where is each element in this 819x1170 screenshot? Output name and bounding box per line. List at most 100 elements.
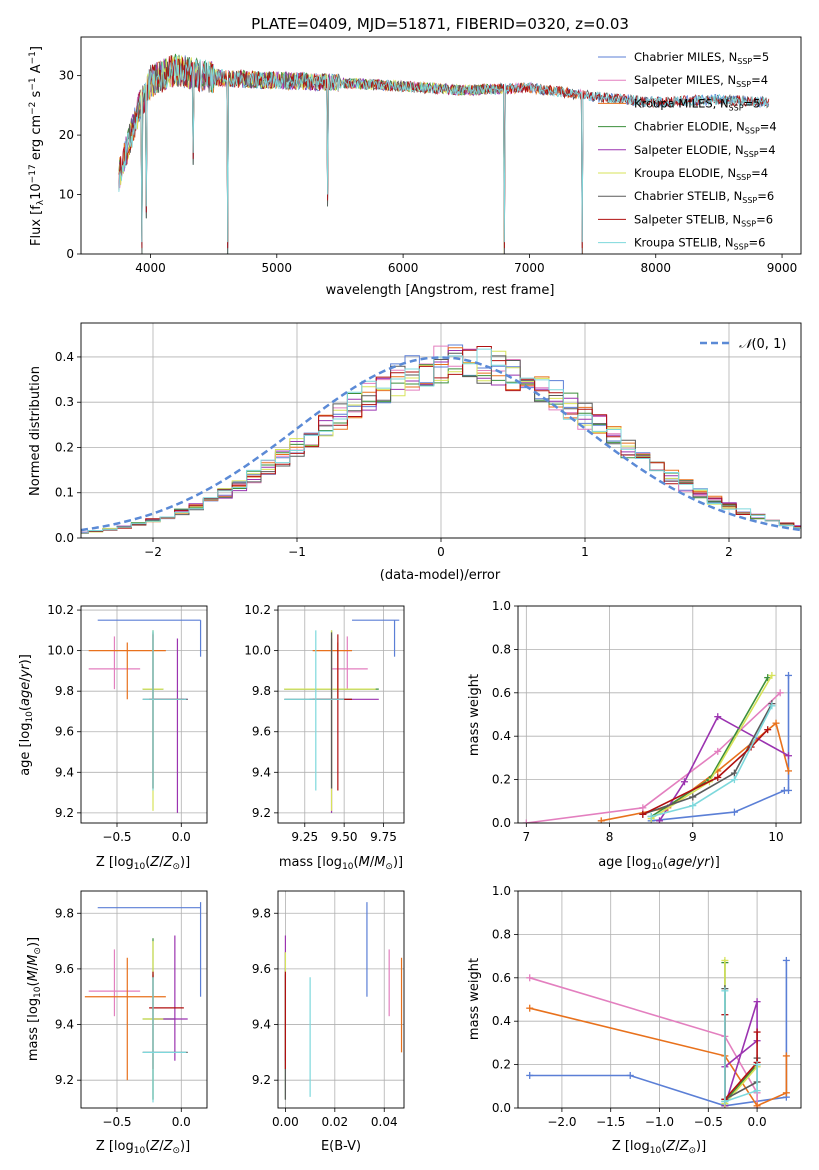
age-vs-mass-xtick-label: 9.75 bbox=[370, 830, 397, 844]
histogram-step bbox=[81, 346, 801, 534]
spectrum-xtick-label: 5000 bbox=[262, 261, 293, 275]
weight-vs-age-xtick-label: 7 bbox=[523, 830, 531, 844]
weight-line bbox=[642, 729, 769, 816]
age-z-xlabel: Z [log10(Z/Z⊙)] bbox=[96, 855, 190, 872]
legend-label-tail: =4 bbox=[751, 73, 768, 87]
age-vs-mass-ytick-label: 9.4 bbox=[252, 765, 271, 779]
weight-vs-Z-xtick-label: −1.5 bbox=[596, 1115, 625, 1129]
legend-label-main: Salpeter MILES, N bbox=[634, 73, 736, 87]
residuals-xtick-label: −1 bbox=[288, 545, 306, 559]
age-vs-Z-ytick-label: 9.2 bbox=[55, 806, 74, 820]
weight-vs-Z-ytick-label: 0.8 bbox=[492, 927, 511, 941]
weight-vs-age-frame bbox=[517, 605, 802, 824]
weight-line bbox=[650, 705, 773, 818]
normal-legend-label: 𝒩(0, 1) bbox=[739, 337, 786, 352]
weight-vs-Z-marks bbox=[526, 956, 790, 1108]
weight-vs-Z-ytick-label: 0.0 bbox=[492, 1101, 511, 1115]
histogram-step bbox=[81, 349, 801, 533]
weight-vs-age-ytick-label: 0.6 bbox=[492, 686, 511, 700]
histogram-step bbox=[81, 348, 801, 534]
weight-vs-Z-frame bbox=[517, 890, 802, 1109]
mass-vs-Z-ytick-label: 9.8 bbox=[55, 906, 74, 920]
legend-label: Kroupa MILES, NSSP=5 bbox=[634, 96, 760, 112]
spectrum-plot-area: 4000 5000 6000 7000 8000 9000 0 10 20 30 bbox=[59, 36, 802, 275]
spectrum-ytick-label: 10 bbox=[59, 188, 74, 202]
weight-vs-age-xtick-label: 8 bbox=[606, 830, 614, 844]
age-vs-Z-ytick-label: 9.6 bbox=[55, 725, 74, 739]
mass-vs-EBV-xtick-label: 0.04 bbox=[371, 1115, 398, 1129]
legend-label-sub: SSP bbox=[729, 103, 744, 112]
weight-vs-age-panel: 7 8 9 10 0.0 0.2 0.4 0.6 0.8 1.0 bbox=[492, 599, 802, 844]
spectrum-ylabel: Flux [fλ10−17 erg cm−2 s−1 A−1] bbox=[28, 46, 46, 246]
mass-ebv-xlabel: E(B-V) bbox=[321, 1139, 361, 1154]
legend-label-main: Chabrier STELIB, N bbox=[634, 189, 742, 203]
mass-vs-EBV-marks bbox=[284, 902, 403, 1100]
mass-vs-EBV-xtick-label: 0.00 bbox=[272, 1115, 299, 1129]
weight-vs-age-xtick-label: 9 bbox=[689, 830, 697, 844]
age-vs-Z-ytick-label: 10.2 bbox=[47, 603, 74, 617]
age-vs-Z-ytick-label: 9.4 bbox=[55, 765, 74, 779]
legend-label-tail: =4 bbox=[751, 166, 768, 180]
mass-vs-EBV-xtick-label: 0.02 bbox=[321, 1115, 348, 1129]
age-vs-mass-ytick-label: 9.2 bbox=[252, 806, 271, 820]
legend-label-tail: =4 bbox=[759, 143, 776, 157]
legend-label-sub: SSP bbox=[744, 150, 759, 159]
weight-age-ylabel: mass weight bbox=[467, 674, 482, 756]
weight-line bbox=[724, 1001, 758, 1107]
legend-label-main: Salpeter ELODIE, N bbox=[634, 143, 744, 157]
residuals-ytick-label: 0.0 bbox=[55, 531, 74, 545]
legend-label-main: Kroupa ELODIE, N bbox=[634, 166, 736, 180]
age-vs-mass-ytick-label: 9.6 bbox=[252, 725, 271, 739]
legend-label: Salpeter MILES, NSSP=4 bbox=[634, 73, 768, 89]
residuals-ytick-label: 0.2 bbox=[55, 440, 74, 454]
legend-label-main: Chabrier MILES, N bbox=[634, 50, 737, 64]
legend-label-tail: =6 bbox=[756, 212, 773, 226]
age-vs-Z-marks bbox=[88, 619, 202, 813]
weight-line bbox=[642, 703, 773, 816]
spectrum-xtick-label: 9000 bbox=[767, 261, 798, 275]
residuals-legend: 𝒩(0, 1) bbox=[700, 337, 786, 352]
residuals-xtick-label: 1 bbox=[581, 545, 589, 559]
legend-label-sub: SSP bbox=[737, 57, 752, 66]
legend-label-tail: =6 bbox=[749, 236, 766, 250]
age-vs-mass-xtick-label: 9.50 bbox=[331, 830, 358, 844]
residuals-xlabel: (data-model)/error bbox=[380, 568, 501, 583]
legend-label-sub: SSP bbox=[745, 127, 760, 136]
legend-label: Kroupa STELIB, NSSP=6 bbox=[634, 236, 765, 252]
mass-vs-Z-ytick-label: 9.6 bbox=[55, 962, 74, 976]
mass-vs-Z-ytick-label: 9.2 bbox=[55, 1073, 74, 1087]
mass-vs-EBV-panel: 0.00 0.02 0.04 9.2 9.4 9.6 9.8 bbox=[252, 890, 405, 1129]
age-vs-Z-xtick-label: 0.0 bbox=[172, 830, 191, 844]
legend-label-sub: SSP bbox=[736, 173, 751, 182]
legend-label-main: Kroupa STELIB, N bbox=[634, 236, 734, 250]
mass-z-xlabel: Z [log10(Z/Z⊙)] bbox=[96, 1139, 190, 1156]
mass-vs-EBV-ytick-label: 9.4 bbox=[252, 1018, 271, 1032]
weight-vs-age-ytick-label: 0.4 bbox=[492, 729, 511, 743]
legend-label: Salpeter ELODIE, NSSP=4 bbox=[634, 143, 776, 159]
age-vs-mass-marks bbox=[284, 619, 400, 813]
legend-label: Chabrier ELODIE, NSSP=4 bbox=[634, 120, 777, 136]
mass-vs-Z-marks bbox=[84, 902, 202, 1103]
weight-z-ylabel: mass weight bbox=[467, 958, 482, 1040]
histogram-step bbox=[81, 352, 801, 534]
age-vs-mass-panel: 9.25 9.50 9.75 9.2 9.4 9.6 9.8 10.0 10.2 bbox=[244, 603, 405, 844]
legend-label-tail: =5 bbox=[744, 96, 761, 110]
spectrum-series-line bbox=[118, 55, 769, 243]
age-vs-Z-ytick-label: 10.0 bbox=[47, 644, 74, 658]
weight-vs-age-ytick-label: 1.0 bbox=[492, 599, 511, 613]
weight-vs-Z-ytick-label: 0.4 bbox=[492, 1014, 511, 1028]
age-vs-Z-xtick-label: −0.5 bbox=[102, 830, 131, 844]
weight-vs-Z-xtick-label: −2.0 bbox=[547, 1115, 576, 1129]
age-vs-mass-xtick-label: 9.25 bbox=[291, 830, 318, 844]
mass-z-ylabel: mass [log10(M/M⊙)] bbox=[26, 937, 43, 1061]
residuals-panel: −2 −1 0 1 2 0.0 0.1 0.2 0.3 0.4 (data-model)/erro… bbox=[28, 322, 802, 583]
age-vs-mass-ytick-label: 10.2 bbox=[244, 603, 271, 617]
residuals-ytick-label: 0.1 bbox=[55, 486, 74, 500]
spectrum-panel: PLATE=0409, MJD=51871, FIBERID=0320, z=0… bbox=[28, 15, 802, 298]
weight-vs-Z-ytick-label: 1.0 bbox=[492, 884, 511, 898]
parameter-panels: −0.5 0.0 9.2 9.4 9.6 9.8 10.0 10.2 9.25 9.50 9.75 9… bbox=[47, 599, 802, 1129]
age-vs-Z-frame bbox=[80, 605, 208, 824]
